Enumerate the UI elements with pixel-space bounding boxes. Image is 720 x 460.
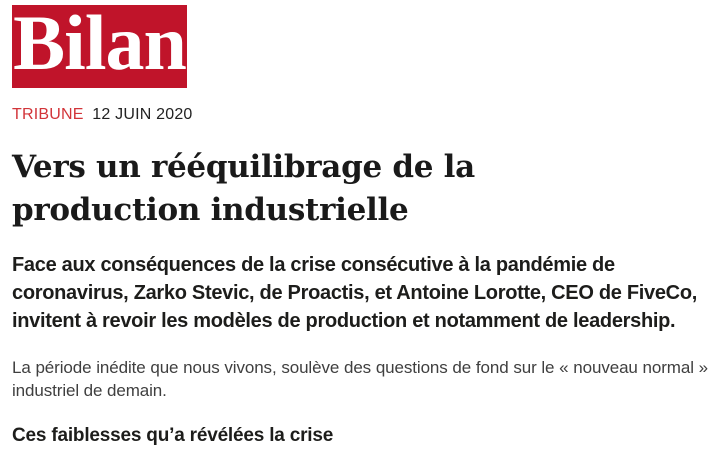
article-subheading: Ces faiblesses qu’a révélées la crise: [12, 425, 334, 446]
publication-date: 12 JUIN 2020: [92, 106, 193, 123]
article-headline: Vers un rééquilibrage de la production i…: [12, 149, 475, 228]
article-body-paragraph: La période inédite que nous vivons, soul…: [12, 358, 708, 400]
bilan-logo[interactable]: Bilan: [12, 0, 187, 88]
article-content: Bilan TRIBUNE 12 JUIN 2020 Vers un rééqu…: [12, 0, 708, 446]
article-lead: Face aux conséquences de la crise conséc…: [12, 254, 697, 332]
bilan-logo-text: Bilan: [13, 0, 187, 86]
category-label[interactable]: TRIBUNE: [12, 106, 84, 123]
article-meta: TRIBUNE 12 JUIN 2020: [12, 105, 708, 125]
